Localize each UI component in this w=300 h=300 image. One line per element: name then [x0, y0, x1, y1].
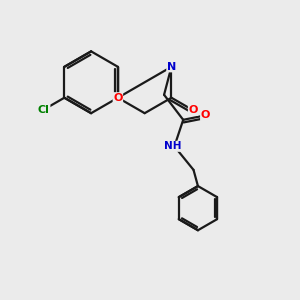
Text: N: N [167, 62, 176, 72]
Text: O: O [201, 110, 210, 120]
Text: O: O [113, 93, 123, 103]
Text: Cl: Cl [38, 104, 50, 115]
Text: O: O [188, 105, 198, 115]
Text: NH: NH [164, 141, 182, 151]
